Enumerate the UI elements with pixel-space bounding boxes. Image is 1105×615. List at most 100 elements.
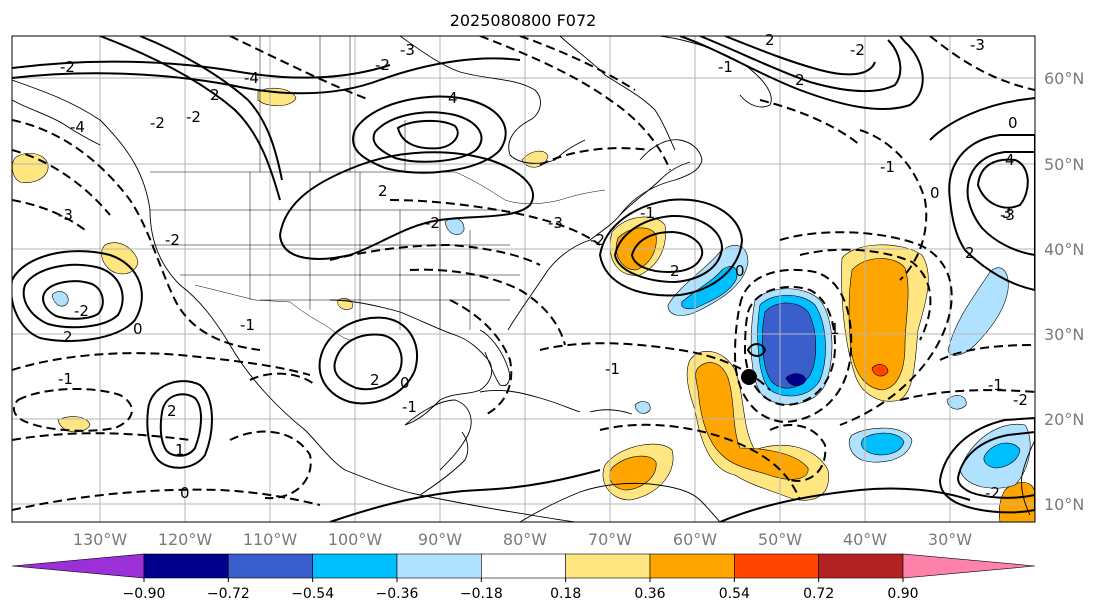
- colorbar-tick-label: 0.72: [803, 586, 834, 602]
- contour-label: 0: [400, 374, 410, 392]
- lon-label: 130°W: [73, 530, 128, 549]
- contour-label: -2: [985, 484, 1000, 502]
- contour-neg-7: [389, 199, 601, 246]
- lon-label: 40°W: [843, 530, 887, 549]
- lon-label: 70°W: [588, 530, 632, 549]
- contour-neg-mid-2: [449, 299, 513, 416]
- contour-label: 2: [378, 182, 388, 200]
- storm-center-marker: [741, 369, 757, 385]
- contour-label: -2: [74, 302, 89, 320]
- contour-label: 0: [133, 320, 143, 338]
- contour-mexico-high-2: [333, 333, 403, 391]
- contour-neg-12: [12, 432, 191, 441]
- contour-label: -2: [590, 231, 605, 249]
- shade-neg-low-core: [785, 373, 807, 387]
- shade-neg-tropics-mid-core: [861, 432, 905, 456]
- contour-labels: -2 4 -4 -2 2 -2 -2 2 -3 -4 -2 -3 2 -2 -1…: [58, 31, 1028, 502]
- contour-label: -2: [60, 58, 75, 76]
- coast-south-america: [519, 482, 721, 522]
- contour-label: -3: [548, 214, 563, 232]
- colorbar-segment: [228, 553, 313, 579]
- contour-label: 2: [765, 31, 775, 49]
- contour-ne-ring-1: [679, 36, 924, 111]
- contour-label: -1: [640, 204, 655, 222]
- contour-neg-mid-3: [249, 372, 316, 386]
- colorbar-segment: [312, 553, 398, 579]
- colorbar-segment: [649, 553, 735, 579]
- contour-neg-ring-atl: [779, 231, 953, 426]
- colorbar-segment: [734, 553, 819, 579]
- contour-high-north-big-2: [12, 60, 391, 79]
- coast-greenland: [659, 36, 772, 108]
- contour-neg-1: [12, 119, 261, 351]
- contour-ne-ring-3: [724, 36, 876, 76]
- contour-neg-tropic-3: [229, 430, 312, 500]
- shade-pos-caribbean-core: [609, 455, 657, 491]
- shade-neg-small: [634, 401, 651, 414]
- contour-neg-low-2: [743, 286, 836, 407]
- contour-low-small: [746, 343, 767, 357]
- contour-label: -1: [58, 370, 73, 388]
- contour-label: 4: [448, 89, 458, 107]
- colorbar-tick-label: −0.18: [460, 586, 503, 602]
- colorbar-segments: [11, 553, 1036, 579]
- contour-mexico-high-1: [318, 316, 418, 405]
- colorbar-tick-label: 0.90: [887, 586, 918, 602]
- contour-label: -2: [850, 41, 865, 59]
- contour-label: 2: [795, 71, 805, 89]
- contours-negative: [12, 36, 1035, 511]
- contour-label: 4: [1005, 151, 1015, 169]
- contour-neg-circle-pac: [12, 388, 133, 432]
- contour-neg-east-1: [859, 129, 928, 281]
- latitude-labels: 60°N 50°N 40°N 30°N 20°N 10°N: [1044, 69, 1084, 514]
- contour-neg-9: [409, 268, 566, 346]
- coast-north-america-west: [12, 79, 576, 522]
- coastlines: [12, 36, 1035, 522]
- contour-south-long: [329, 469, 601, 522]
- border-us-mexico: [194, 284, 351, 341]
- lon-label: 110°W: [243, 530, 298, 549]
- colorbar: −0.90 −0.72 −0.54 −0.36 −0.18 0.18 0.36 0.54 0.7…: [11, 553, 1036, 602]
- colorbar-segment: [818, 553, 904, 579]
- coast-east-us: [507, 161, 691, 331]
- contour-atlantic-high-1: [598, 198, 744, 297]
- coast-africa: [1021, 439, 1035, 516]
- contour-high-canada-3: [396, 120, 459, 150]
- contour-neg-11: [12, 352, 311, 376]
- colorbar-tick-label: −0.72: [207, 586, 250, 602]
- contour-label: 0: [930, 184, 940, 202]
- shade-neg-pacific: [51, 291, 69, 307]
- contour-label: -1: [240, 316, 255, 334]
- colorbar-extend-max: [902, 553, 1036, 579]
- shaded-field: [12, 87, 1035, 522]
- contour-east-high-2: [966, 151, 1035, 257]
- contour-neg-6: [519, 36, 636, 91]
- contour-label: 2: [965, 244, 975, 262]
- contour-label: -3: [1000, 206, 1015, 224]
- lat-label: 10°N: [1044, 495, 1084, 514]
- contour-neg-low-1: [733, 268, 853, 424]
- contour-label: -2: [1013, 391, 1028, 409]
- coast-hudson: [399, 36, 586, 164]
- contour-neg-east-3: [899, 389, 1035, 401]
- lon-label: 30°W: [928, 530, 972, 549]
- border-us-canada: [150, 171, 606, 204]
- map-frame: [11, 35, 1036, 523]
- coast-florida: [479, 329, 511, 387]
- coast-cuba: [479, 389, 581, 413]
- contour-label: -3: [58, 206, 73, 224]
- lon-label: 50°W: [758, 530, 802, 549]
- coast-alaska: [12, 99, 101, 146]
- contour-label: -2: [165, 231, 180, 249]
- lat-label: 40°N: [1044, 240, 1084, 259]
- shade-neg-east-south-core: [983, 442, 1021, 469]
- contour-label: -2: [186, 108, 201, 126]
- shade-pos-west-of-low-core: [695, 362, 809, 480]
- coast-yucatan: [404, 399, 472, 471]
- contour-label: 1: [830, 320, 840, 338]
- contour-label: -4: [70, 118, 85, 136]
- contour-label: -1: [402, 398, 417, 416]
- contour-east-south-2: [956, 430, 1035, 499]
- contour-label: -3: [970, 36, 985, 54]
- contour-east-high-1: [948, 134, 1035, 292]
